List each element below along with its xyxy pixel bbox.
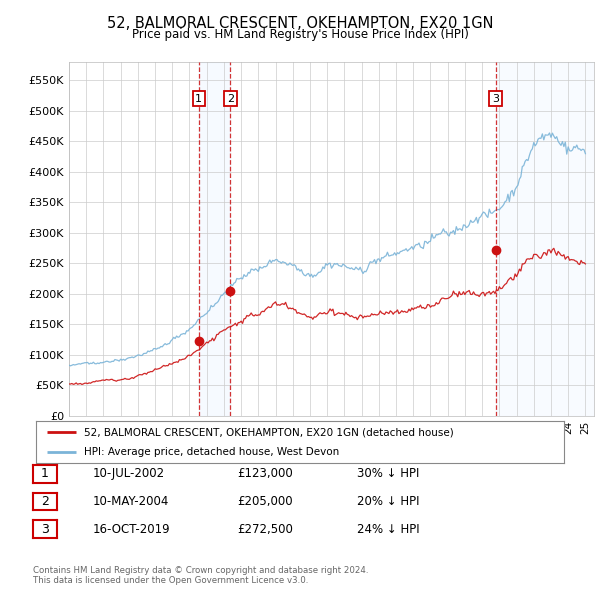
Text: 52, BALMORAL CRESCENT, OKEHAMPTON, EX20 1GN (detached house): 52, BALMORAL CRESCENT, OKEHAMPTON, EX20 … xyxy=(83,427,453,437)
Text: 1: 1 xyxy=(195,94,202,104)
Text: 2: 2 xyxy=(227,94,234,104)
Text: 30% ↓ HPI: 30% ↓ HPI xyxy=(357,467,419,480)
Text: Price paid vs. HM Land Registry's House Price Index (HPI): Price paid vs. HM Land Registry's House … xyxy=(131,28,469,41)
Bar xyxy=(496,62,594,416)
Text: £272,500: £272,500 xyxy=(237,523,293,536)
Text: 20% ↓ HPI: 20% ↓ HPI xyxy=(357,495,419,508)
Bar xyxy=(199,62,230,416)
Text: 24% ↓ HPI: 24% ↓ HPI xyxy=(357,523,419,536)
Text: 52, BALMORAL CRESCENT, OKEHAMPTON, EX20 1GN: 52, BALMORAL CRESCENT, OKEHAMPTON, EX20 … xyxy=(107,16,493,31)
Text: 1: 1 xyxy=(41,467,49,480)
Text: £123,000: £123,000 xyxy=(237,467,293,480)
Text: Contains HM Land Registry data © Crown copyright and database right 2024.
This d: Contains HM Land Registry data © Crown c… xyxy=(33,566,368,585)
Text: 3: 3 xyxy=(492,94,499,104)
Text: £205,000: £205,000 xyxy=(237,495,293,508)
Text: 2: 2 xyxy=(41,495,49,508)
Text: 16-OCT-2019: 16-OCT-2019 xyxy=(93,523,170,536)
Text: 10-MAY-2004: 10-MAY-2004 xyxy=(93,495,169,508)
Text: HPI: Average price, detached house, West Devon: HPI: Average price, detached house, West… xyxy=(83,447,339,457)
Text: 3: 3 xyxy=(41,523,49,536)
Text: 10-JUL-2002: 10-JUL-2002 xyxy=(93,467,165,480)
